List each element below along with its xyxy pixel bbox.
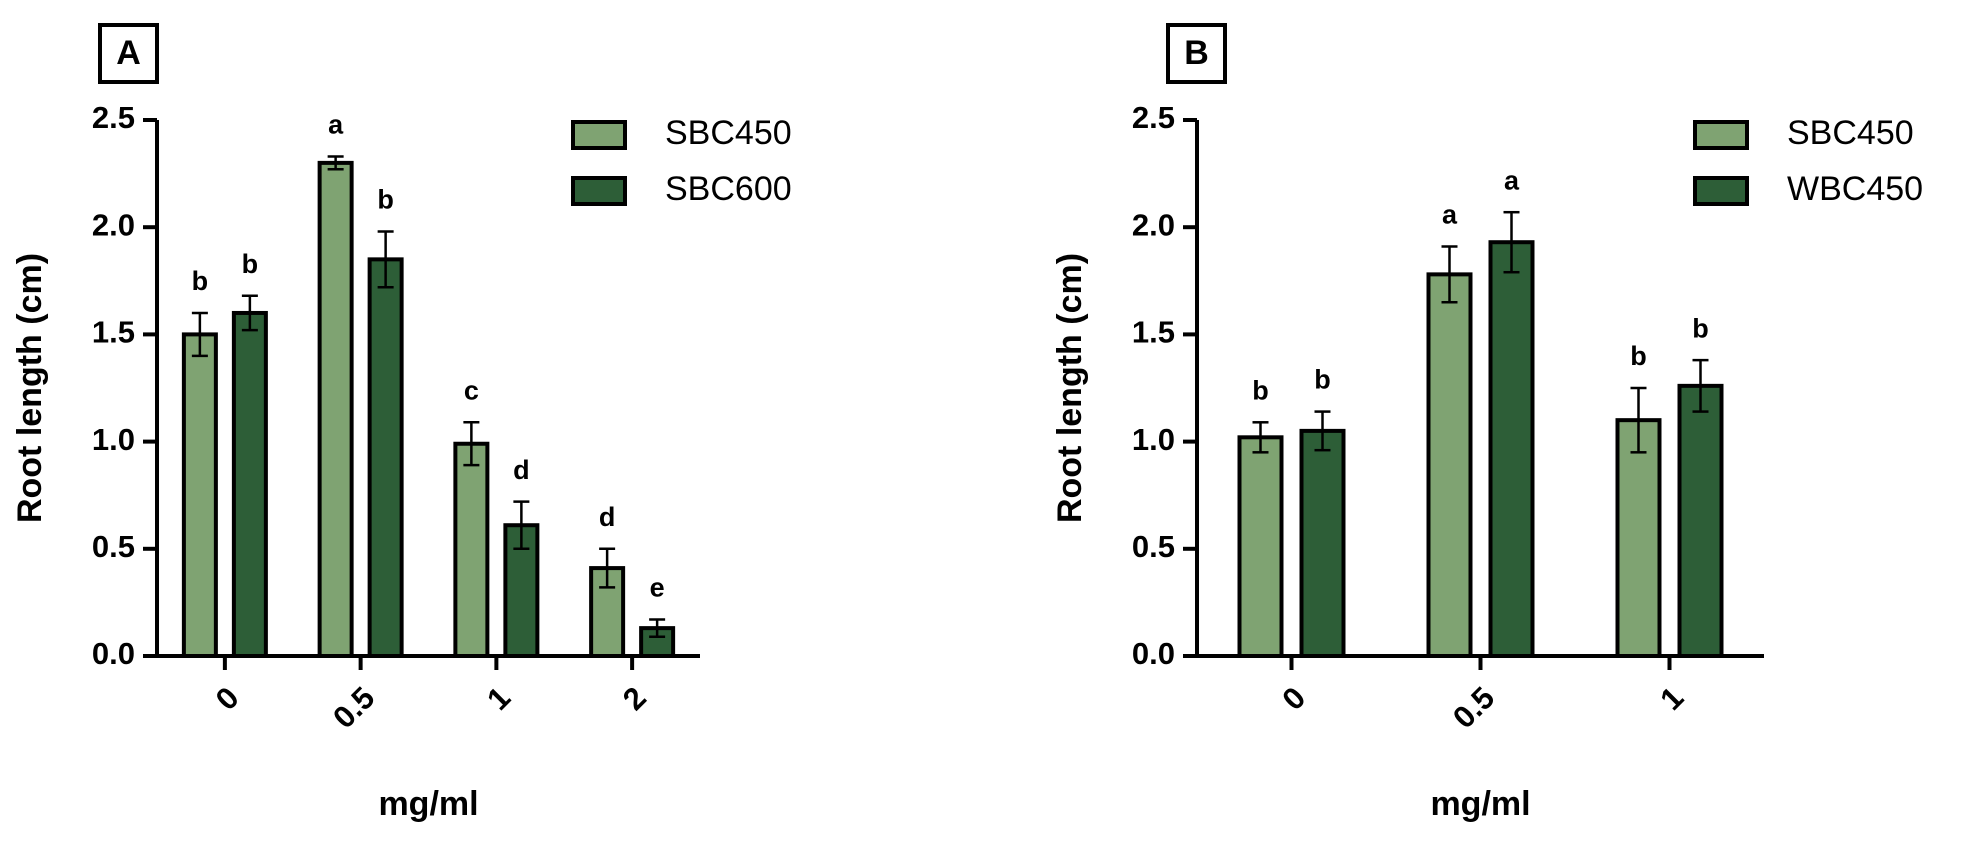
x-tick-label: 0 [1275,680,1312,717]
y-tick-label: 1.5 [92,315,135,350]
x-tick-label: 1 [480,680,517,717]
x-axis-label: mg/ml [378,785,478,823]
significance-letter: b [1252,375,1269,405]
significance-letter: e [650,573,665,603]
y-tick-label: 2.5 [92,100,135,135]
bar [1615,418,1662,658]
y-tick-label: 1.0 [1132,422,1175,457]
error-bar [463,421,480,467]
legend-label: SBC450 [1787,114,1914,152]
error-bar [513,500,530,551]
panel-box [98,23,159,84]
y-tick-label: 0.5 [92,529,135,564]
legend-label: WBC450 [1787,170,1923,208]
error-bar [191,311,208,358]
y-tick-label: 0.0 [1132,636,1175,671]
bar [1488,240,1535,658]
bar [453,441,490,658]
error-bar [241,294,258,332]
significance-letter: b [377,185,394,215]
legend-label: SBC600 [665,170,792,208]
significance-letter: c [464,375,479,405]
error-bar [377,230,394,289]
significance-letter: d [513,455,530,485]
x-tick-label: 0 [209,680,246,717]
significance-letter: b [242,249,259,279]
y-tick-label: 1.5 [1132,315,1175,350]
y-axis-label: Root length (cm) [11,253,49,523]
y-tick-label: 0.5 [1132,529,1175,564]
panel-label: B [1184,34,1209,72]
error-bar [1692,358,1709,413]
error-bar [1441,245,1458,304]
significance-letter: b [1692,313,1709,343]
significance-letter: a [1442,200,1458,230]
error-bar [649,618,666,638]
y-tick-label: 2.0 [1132,207,1175,242]
error-bar [1314,410,1331,452]
y-tick-label: 1.0 [92,422,135,457]
significance-letter: d [599,502,616,532]
bar [181,332,218,658]
significance-letter: b [1314,365,1331,395]
y-axis-label: Root length (cm) [1051,253,1089,523]
significance-letter: a [328,110,344,140]
error-bar [1252,421,1269,454]
bar [1237,435,1284,659]
legend-label: SBC450 [665,114,792,152]
bar [231,310,268,658]
legend-swatch [571,176,627,206]
panel-box [1166,23,1227,84]
bar [1299,428,1346,658]
legend-swatch [571,120,627,150]
error-bar [599,547,616,589]
y-tick-label: 0.0 [92,636,135,671]
y-tick-label: 2.5 [1132,100,1175,135]
bar [367,257,404,658]
bar [317,160,354,658]
x-tick-label: 1 [1653,680,1690,717]
x-tick-label: 2 [616,680,653,717]
significance-letter: b [192,266,209,296]
significance-letter: a [1504,165,1520,195]
x-axis-label: mg/ml [1430,785,1530,823]
legend-swatch [1693,120,1749,150]
error-bar [327,155,344,171]
bar [1426,272,1473,658]
bar [1677,383,1724,658]
error-bar [1630,386,1647,454]
x-tick-label: 0.5 [326,680,381,735]
significance-letter: b [1630,341,1647,371]
error-bar [1503,210,1520,274]
y-tick-label: 2.0 [92,207,135,242]
legend-swatch [1693,176,1749,206]
x-tick-label: 0.5 [1446,680,1501,735]
panel-label: A [116,34,141,72]
